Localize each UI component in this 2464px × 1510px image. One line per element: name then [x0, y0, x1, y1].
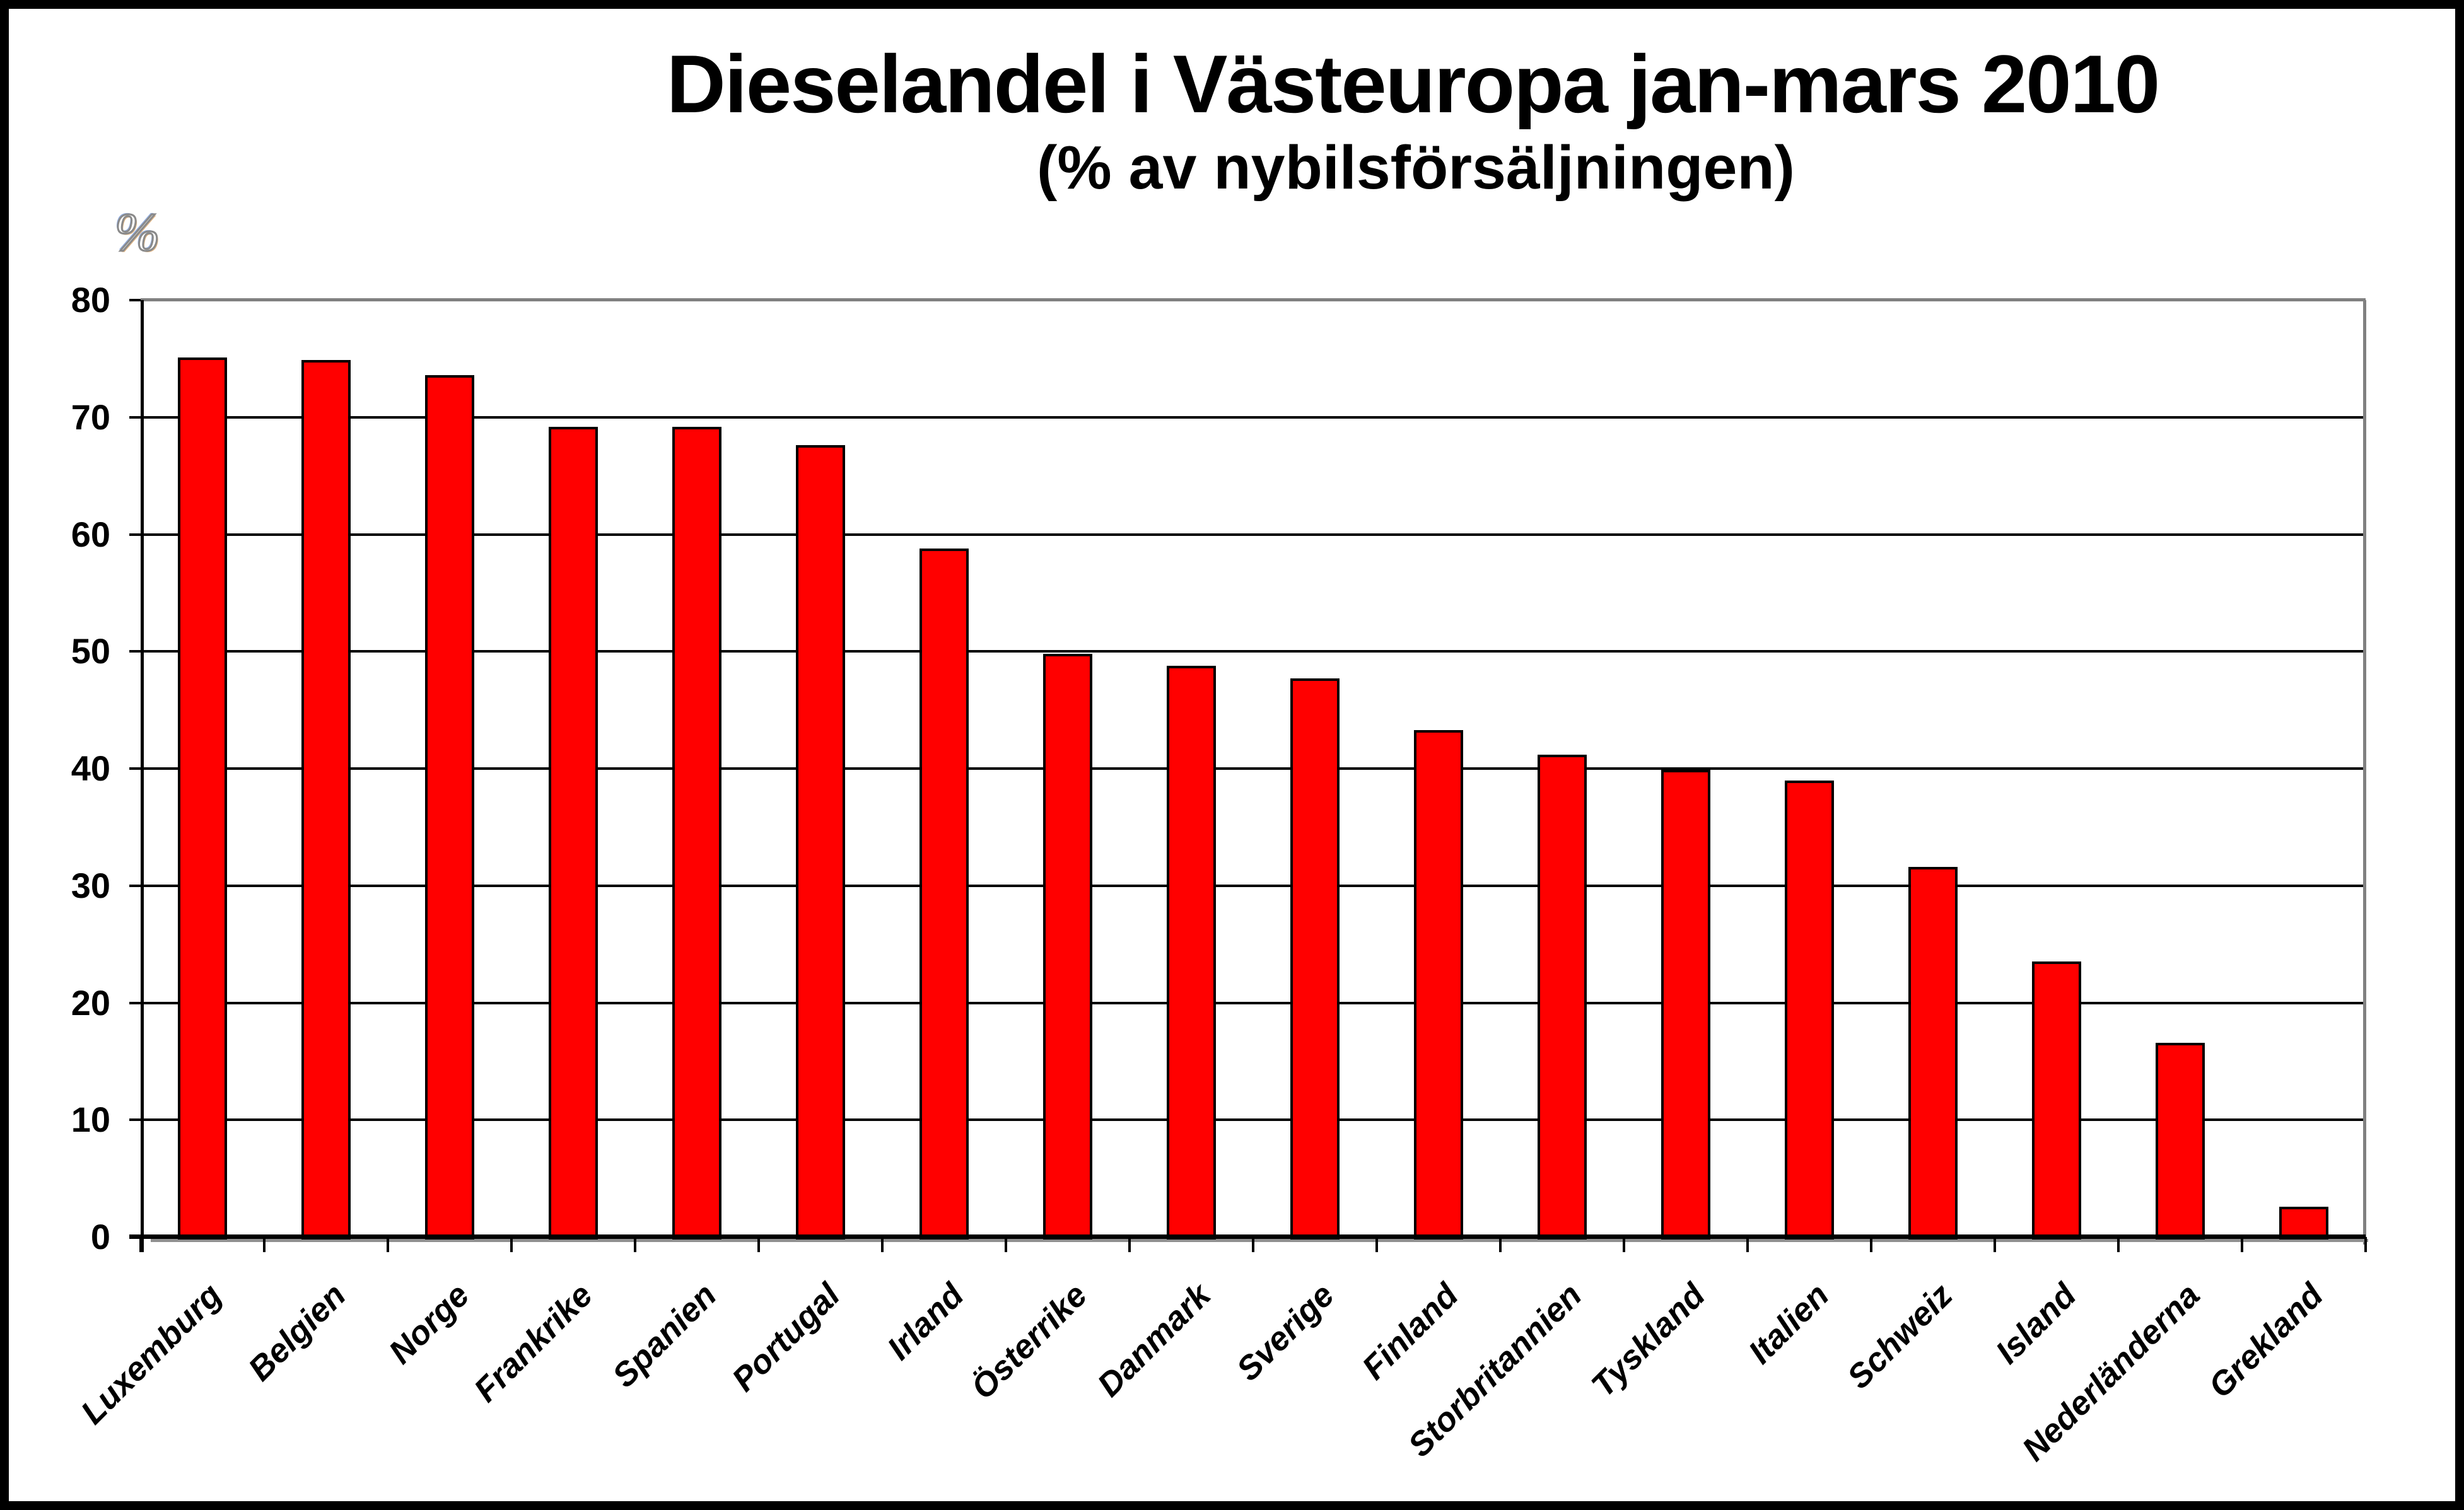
x-tick-12	[1623, 1237, 1625, 1252]
category-label-spanien: Spanien	[605, 1276, 724, 1395]
y-axis-unit-label: %	[114, 201, 161, 264]
category-label-island: Island	[1988, 1276, 2084, 1371]
y-tick-label-10: 10	[71, 1100, 110, 1140]
x-tick-3	[510, 1237, 513, 1252]
x-tick-6	[881, 1237, 884, 1252]
y-tick-50	[129, 650, 141, 653]
bar--sterrike	[1043, 653, 1092, 1240]
category-label-sverige: Sverige	[1230, 1276, 1342, 1388]
bar-belgien	[301, 359, 351, 1240]
bar-frankrike	[549, 426, 598, 1240]
x-tick-10	[1375, 1237, 1378, 1252]
category-label--sterrike: Österrike	[964, 1276, 1095, 1407]
y-tick-label-30: 30	[71, 865, 110, 905]
x-tick-16	[2117, 1237, 2120, 1252]
category-label-belgien: Belgien	[241, 1276, 353, 1388]
bar-nederl-nderna	[2156, 1042, 2205, 1240]
plot-right-border	[2363, 300, 2366, 1245]
y-tick-10	[129, 1118, 141, 1122]
category-label-luxemburg: Luxemburg	[74, 1276, 230, 1432]
bar-irland	[920, 548, 969, 1240]
bar-italien	[1785, 780, 1834, 1240]
category-label-irland: Irland	[880, 1276, 971, 1368]
category-label-portugal: Portugal	[725, 1276, 848, 1399]
x-tick-4	[634, 1237, 636, 1252]
bar-norge	[425, 375, 474, 1240]
y-tick-40	[129, 767, 141, 770]
category-label-italien: Italien	[1741, 1276, 1836, 1371]
category-label-norge: Norge	[382, 1276, 477, 1371]
category-label-frankrike: Frankrike	[467, 1276, 600, 1410]
x-tick-14	[1870, 1237, 1872, 1252]
gridline-10	[141, 1118, 2366, 1122]
bar-tyskland	[1661, 769, 1710, 1240]
bar-island	[2032, 961, 2081, 1240]
gridline-40	[141, 767, 2366, 770]
gridline-50	[141, 650, 2366, 653]
x-tick-13	[1746, 1237, 1749, 1252]
y-tick-label-80: 80	[71, 280, 110, 320]
category-label-schweiz: Schweiz	[1840, 1276, 1960, 1397]
y-tick-label-0: 0	[90, 1217, 110, 1257]
x-tick-2	[387, 1237, 389, 1252]
category-label-tyskland: Tyskland	[1584, 1276, 1713, 1405]
x-tick-18	[2364, 1237, 2367, 1252]
x-tick-17	[2241, 1237, 2243, 1252]
plot-bottom-shadow	[151, 1239, 2368, 1242]
y-tick-label-60: 60	[71, 514, 110, 554]
bar-portugal	[796, 445, 845, 1240]
x-axis-line	[129, 1234, 2366, 1239]
gridline-60	[141, 533, 2366, 536]
y-tick-label-70: 70	[71, 397, 110, 437]
x-tick-11	[1499, 1237, 1502, 1252]
gridline-70	[141, 415, 2366, 419]
x-tick-0	[139, 1237, 142, 1252]
y-tick-30	[129, 884, 141, 887]
bar-spanien	[672, 426, 721, 1240]
x-tick-8	[1128, 1237, 1131, 1252]
y-axis-line	[141, 300, 144, 1252]
x-tick-9	[1252, 1237, 1254, 1252]
gridline-30	[141, 884, 2366, 887]
y-tick-label-20: 20	[71, 982, 110, 1023]
x-tick-1	[263, 1237, 266, 1252]
chart-subtitle: (% av nybilsförsäljningen)	[1037, 133, 1795, 202]
bar-danmark	[1167, 665, 1216, 1240]
gridline-80	[141, 298, 2366, 301]
y-tick-60	[129, 533, 141, 536]
category-label-danmark: Danmark	[1090, 1276, 1218, 1404]
chart-title: Dieselandel i Västeuropa jan-mars 2010	[666, 38, 2160, 130]
bar-storbritannien	[1538, 754, 1587, 1240]
y-tick-label-40: 40	[71, 748, 110, 788]
x-tick-15	[1994, 1237, 1996, 1252]
category-label-finland: Finland	[1355, 1276, 1466, 1387]
category-label-grekland: Grekland	[2202, 1276, 2331, 1405]
bar-finland	[1414, 729, 1463, 1240]
bar-sverige	[1290, 678, 1340, 1240]
x-tick-5	[757, 1237, 760, 1252]
y-tick-20	[129, 1001, 141, 1004]
bar-luxemburg	[178, 357, 227, 1240]
gridline-20	[141, 1001, 2366, 1004]
bar-schweiz	[1908, 867, 1958, 1240]
y-tick-label-50: 50	[71, 631, 110, 671]
x-tick-7	[1005, 1237, 1007, 1252]
y-tick-80	[129, 299, 141, 301]
y-tick-70	[129, 415, 141, 419]
